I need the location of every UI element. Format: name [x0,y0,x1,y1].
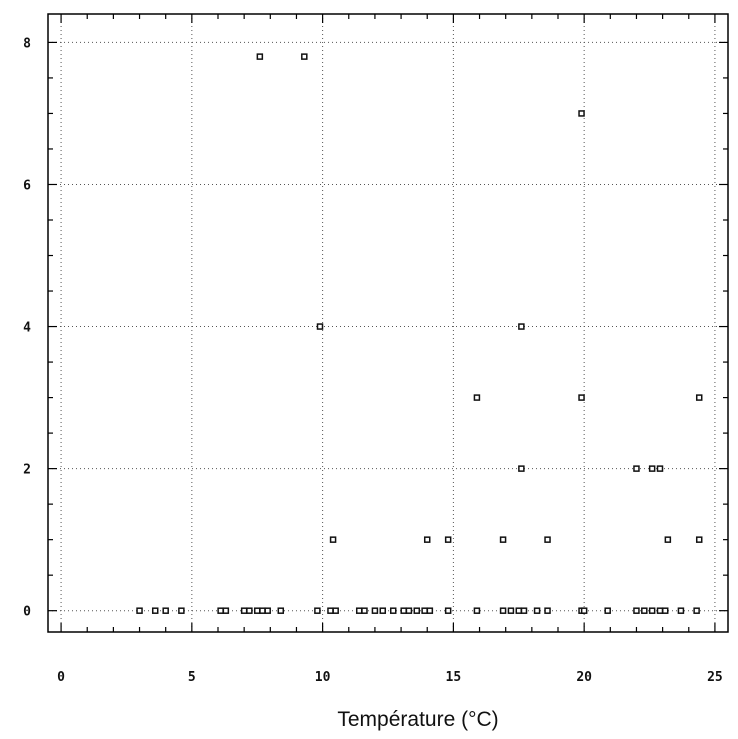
y-tick-label: 0 [23,605,31,620]
data-point [253,607,261,614]
y-tick-label: 2 [23,463,31,478]
data-point [515,607,523,614]
x-tick-label: 25 [707,670,723,685]
x-axis-title: Température (°C) [337,708,498,731]
data-point [314,607,321,614]
data-point [277,607,285,614]
y-tick-label: 4 [23,321,31,336]
data-point [379,607,387,614]
data-point [246,607,253,614]
data-point [661,607,669,614]
data-point [544,536,551,543]
data-point [426,607,434,614]
data-point [259,607,266,614]
data-point [648,465,656,472]
y-tick-label: 6 [23,178,31,193]
x-tick-label: 20 [576,670,592,685]
data-point [371,607,379,614]
data-point [533,607,541,614]
data-point [421,607,428,614]
data-point [499,607,507,614]
y-axis-tick-labels: 0 2 4 6 8 [23,36,31,619]
data-point [264,607,271,614]
data-point [178,607,185,614]
data-point [332,607,339,614]
data-point [217,607,224,614]
data-point [473,394,481,401]
data-point [240,607,248,614]
x-tick-label: 15 [446,670,462,685]
data-point [578,110,585,117]
data-point [444,536,452,543]
x-tick-label: 10 [315,670,331,685]
data-point [656,607,664,614]
data-point [423,536,431,543]
data-point [355,607,363,614]
data-point [413,607,421,614]
data-point [151,607,159,614]
data-point [604,607,611,614]
data-point [695,394,703,401]
data-point [444,607,452,614]
data-point [518,465,525,472]
data-point [136,607,143,614]
data-point [316,323,324,330]
data-point [677,607,685,614]
data-point [633,607,640,614]
y-tick-label: 8 [23,36,31,51]
data-point [507,607,515,614]
data-point [256,53,264,60]
data-point [693,607,700,614]
data-point [518,323,525,330]
data-point [664,536,672,543]
data-point [695,536,703,543]
data-point [389,607,397,614]
x-tick-label: 0 [57,670,65,685]
data-point [327,607,334,614]
axis-ticks [48,14,728,632]
x-axis-tick-labels: 0 5 10 15 20 25 [57,670,723,685]
data-point [400,607,407,614]
data-point [361,607,368,614]
data-point [520,607,528,614]
data-point [641,607,648,614]
data-point [580,607,588,614]
data-point [578,394,585,401]
data-point [405,607,413,614]
plot-frame [47,13,729,633]
data-point [301,53,308,60]
data-point [499,536,507,543]
grid-lines [48,14,728,632]
data-point [648,607,656,614]
data-point [656,465,664,472]
data-point [162,607,169,614]
data-point [473,607,481,614]
data-point [222,607,230,614]
data-points [136,53,703,614]
x-tick-label: 5 [188,670,196,685]
data-point [544,607,551,614]
data-point [633,465,640,472]
data-point [329,536,337,543]
